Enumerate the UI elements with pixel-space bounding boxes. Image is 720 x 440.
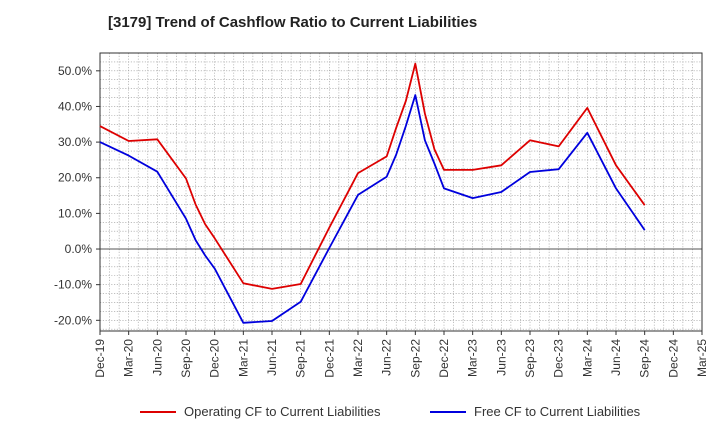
x-tick-label: Dec-23: [552, 339, 566, 378]
x-tick-label: Mar-25: [695, 339, 709, 377]
grid-lines: [100, 52, 702, 331]
legend-swatch-free-cf: [430, 410, 466, 413]
legend-swatch-operating-cf: [140, 410, 176, 413]
x-tick-label: Jun-20: [150, 339, 164, 376]
series-line-operating-cf: [99, 62, 646, 290]
legend-item-free-cf: Free CF to Current Liabilities: [430, 404, 640, 419]
y-tick-label: -10.0%: [54, 278, 92, 292]
x-tick-label: Dec-21: [322, 339, 336, 378]
y-axis: -20.0% -10.0% 0.0% 10.0% 20.0% 30.0% 40.0% 50.0…: [54, 64, 100, 327]
x-tick-label: Dec-22: [437, 339, 451, 378]
legend-item-operating-cf: Operating CF to Current Liabilities: [140, 404, 381, 419]
y-tick-label: 10.0%: [58, 206, 92, 220]
x-tick-label: Sep-21: [294, 339, 308, 378]
y-tick-label: 20.0%: [58, 171, 92, 185]
legend-label-free-cf: Free CF to Current Liabilities: [474, 404, 641, 419]
x-tick-label: Jun-22: [380, 339, 394, 376]
x-tick-label: Mar-24: [580, 339, 594, 377]
x-tick-label: Jun-21: [265, 339, 279, 376]
x-tick-label: Dec-19: [93, 339, 107, 378]
legend-label-operating-cf: Operating CF to Current Liabilities: [184, 404, 381, 419]
y-tick-label: 50.0%: [58, 64, 92, 78]
x-tick-label: Jun-23: [494, 339, 508, 376]
x-tick-label: Sep-23: [523, 339, 537, 378]
y-tick-label: 30.0%: [58, 135, 92, 149]
x-axis: Dec-19 Mar-20 Jun-20 Sep-20 Dec-20 Mar-21 Jun-…: [93, 331, 709, 378]
x-tick-label: Dec-24: [666, 339, 680, 378]
chart-title: [3179] Trend of Cashflow Ratio to Curren…: [108, 14, 478, 31]
x-tick-label: Dec-20: [208, 339, 222, 378]
x-tick-label: Mar-20: [122, 339, 136, 377]
x-tick-label: Mar-21: [236, 339, 250, 377]
x-tick-label: Jun-24: [609, 339, 623, 376]
y-tick-label: 0.0%: [65, 242, 93, 256]
plot-border: [99, 52, 703, 332]
legend: Operating CF to Current Liabilities Free…: [0, 404, 720, 424]
y-tick-label: 40.0%: [58, 99, 92, 113]
series-line-free-cf: [99, 94, 646, 324]
x-tick-label: Mar-23: [466, 339, 480, 377]
series-lines: [99, 62, 646, 324]
x-tick-label: Sep-20: [179, 339, 193, 378]
x-tick-label: Mar-22: [351, 339, 365, 377]
x-tick-label: Sep-24: [638, 339, 652, 378]
x-tick-label: Sep-22: [408, 339, 422, 378]
y-tick-label: -20.0%: [54, 313, 92, 327]
